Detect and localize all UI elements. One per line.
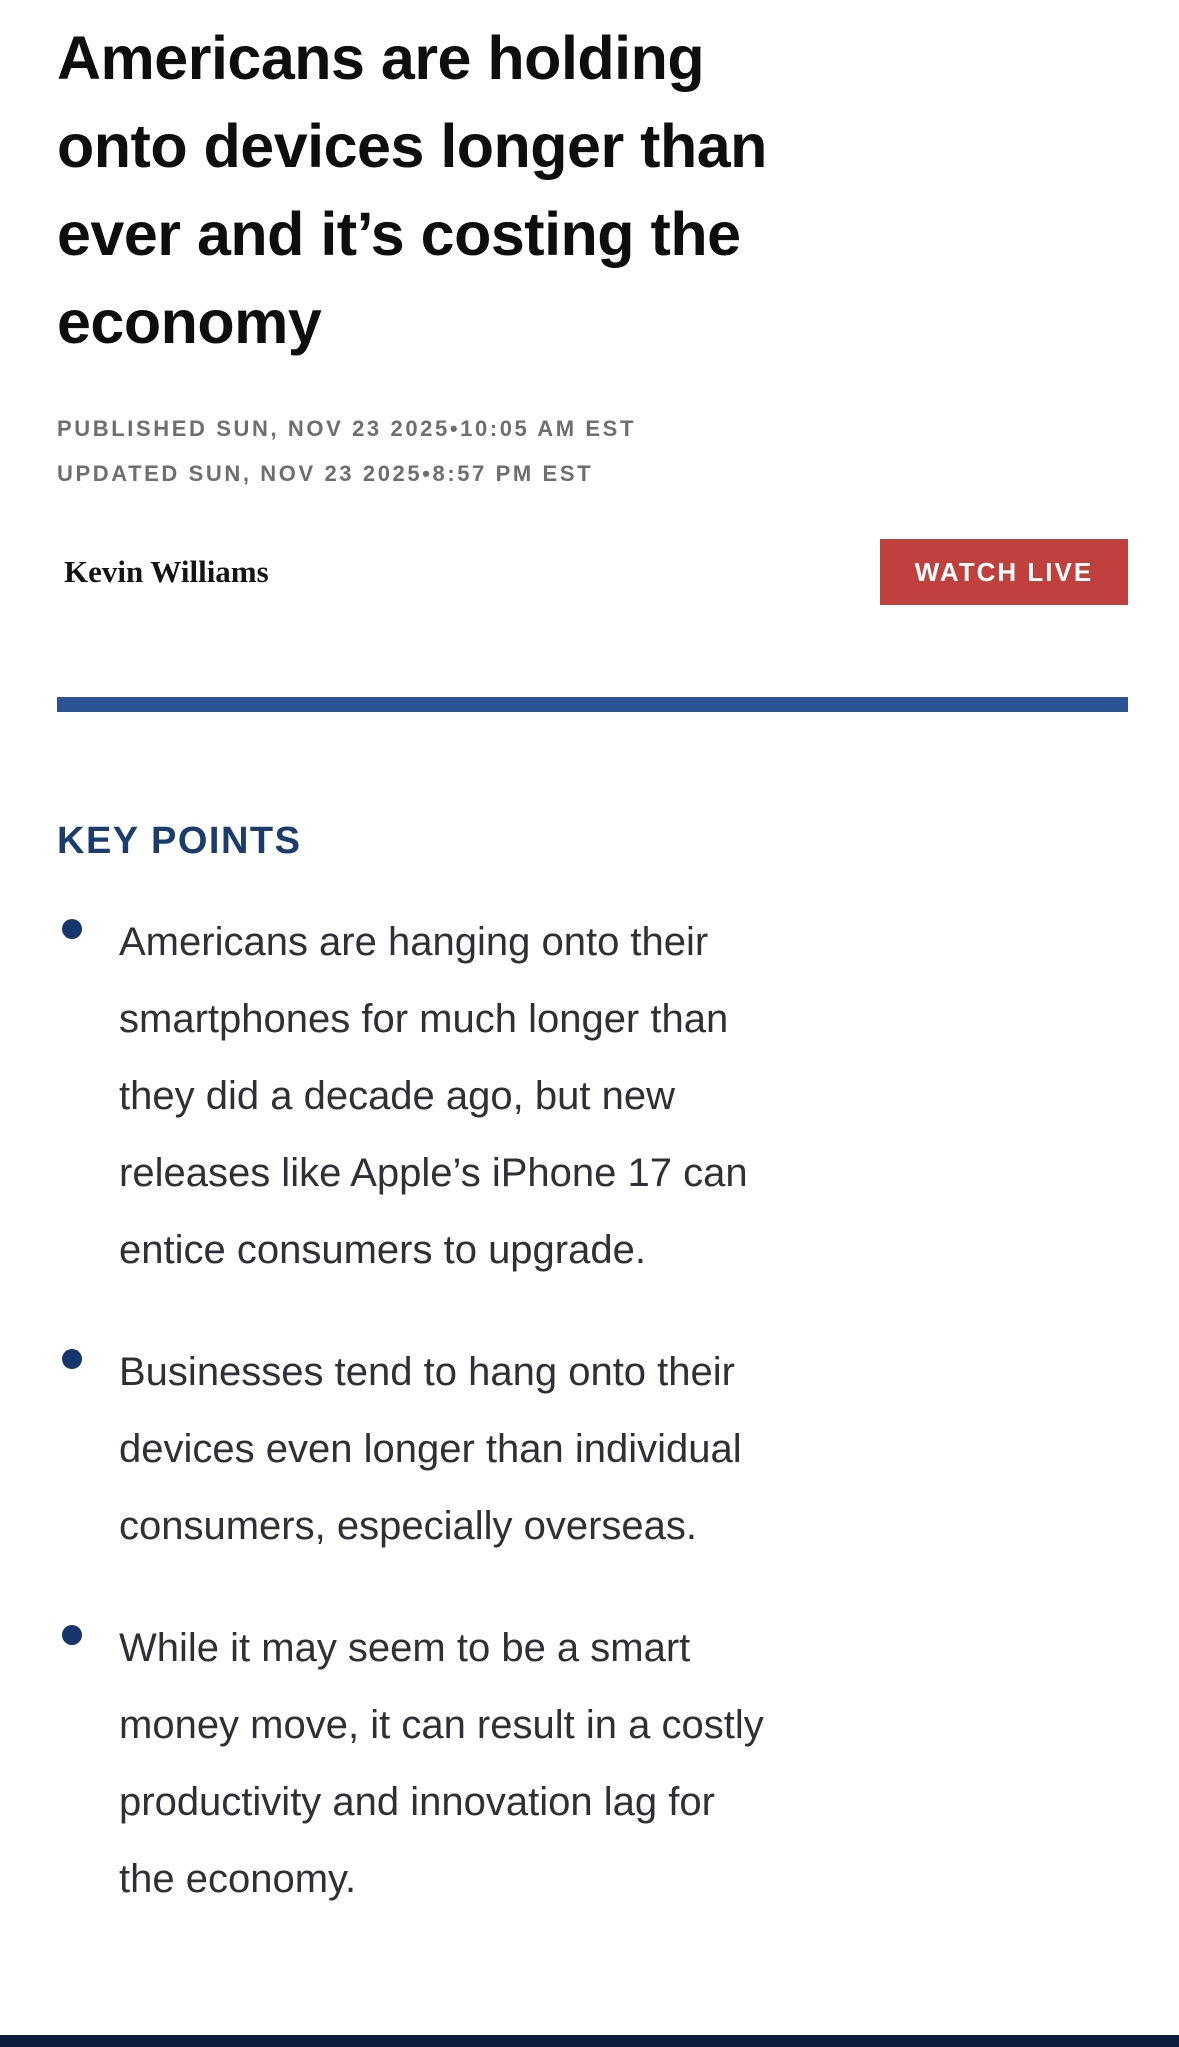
headline-line: economy bbox=[57, 288, 322, 356]
key-point-item: Businesses tend to hang onto their device… bbox=[57, 1334, 1128, 1565]
key-point-line: Americans are hanging onto their bbox=[119, 920, 709, 964]
bullet-dot-icon bbox=[62, 1349, 82, 1369]
headline-line: Americans are holding bbox=[57, 24, 705, 92]
published-timestamp: PUBLISHED SUN, NOV 23 2025•10:05 AM EST bbox=[57, 416, 636, 441]
bullet-dot-icon bbox=[62, 1625, 82, 1645]
headline-line: onto devices longer than bbox=[57, 112, 767, 180]
article-content: Americans are holding onto devices longer… bbox=[57, 0, 1128, 1918]
key-point-item: Americans are hanging onto their smartpho… bbox=[57, 904, 1128, 1289]
key-point-line: money move, it can result in a costly bbox=[119, 1703, 764, 1747]
key-point-line: entice consumers to upgrade. bbox=[119, 1228, 646, 1272]
key-point-line: devices even longer than individual bbox=[119, 1427, 742, 1471]
author-row: Kevin Williams WATCH LIVE bbox=[57, 539, 1128, 605]
updated-timestamp: UPDATED SUN, NOV 23 2025•8:57 PM EST bbox=[57, 461, 594, 486]
key-point-line: productivity and innovation lag for bbox=[119, 1780, 715, 1824]
key-point-line: consumers, especially overseas. bbox=[119, 1504, 698, 1548]
timestamps: PUBLISHED SUN, NOV 23 2025•10:05 AM EST … bbox=[57, 406, 1128, 496]
key-point-line: smartphones for much longer than bbox=[119, 997, 729, 1041]
headline-line: ever and it’s costing the bbox=[57, 200, 741, 268]
key-point-line: releases like Apple’s iPhone 17 can bbox=[119, 1151, 748, 1195]
article-headline: Americans are holding onto devices longer… bbox=[57, 0, 1128, 366]
key-point-line: they did a decade ago, but new bbox=[119, 1074, 675, 1118]
bottom-divider-bar bbox=[0, 2035, 1179, 2047]
author-name-link[interactable]: Kevin Williams bbox=[64, 554, 269, 589]
key-point-line: While it may seem to be a smart bbox=[119, 1626, 691, 1670]
key-points-heading: KEY POINTS bbox=[57, 820, 302, 862]
key-point-line: Businesses tend to hang onto their bbox=[119, 1350, 735, 1394]
key-point-item: While it may seem to be a smart money mov… bbox=[57, 1610, 1128, 1918]
key-points-list: Americans are hanging onto their smartpho… bbox=[57, 904, 1128, 1918]
bullet-dot-icon bbox=[62, 919, 82, 939]
section-divider bbox=[57, 697, 1128, 712]
watch-live-button[interactable]: WATCH LIVE bbox=[880, 539, 1128, 605]
key-point-line: the economy. bbox=[119, 1857, 357, 1901]
